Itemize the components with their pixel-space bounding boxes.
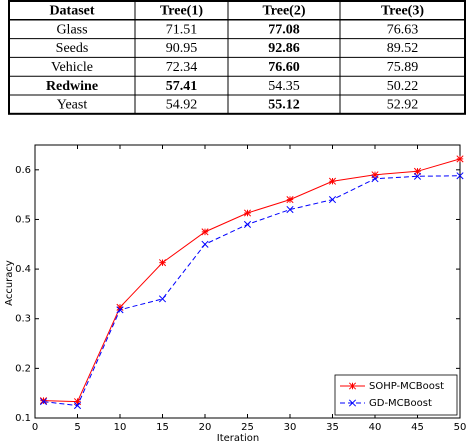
- data-point: [116, 306, 124, 314]
- table-cell: 90.95: [166, 41, 198, 56]
- data-point: [243, 220, 252, 228]
- data-point: [456, 155, 464, 163]
- table-cell: 76.63: [387, 22, 419, 37]
- marker-stroke: [286, 205, 294, 214]
- table-cell: Yeast: [57, 98, 88, 113]
- marker-stroke: [348, 399, 357, 407]
- data-point: [39, 398, 48, 406]
- x-tick-label: 15: [156, 422, 169, 433]
- table-border: [8, 0, 466, 115]
- marker-stroke: [73, 402, 82, 410]
- legend-label: SOHP-MCBoost: [369, 381, 444, 392]
- table-cell: Glass: [56, 22, 87, 37]
- table-cell: Redwine: [46, 79, 98, 94]
- x-tick-label: 35: [326, 422, 339, 433]
- marker-stroke: [39, 398, 48, 406]
- y-tick-label: 0.5: [15, 214, 31, 225]
- data-point: [73, 402, 82, 410]
- legend-box: [334, 374, 458, 416]
- data-point: [413, 172, 422, 180]
- plot-area: [34, 144, 461, 419]
- data-point: [39, 397, 48, 405]
- table-cell: Seeds: [56, 41, 89, 56]
- table-cell: 92.86: [268, 41, 300, 56]
- data-point: [286, 196, 294, 204]
- y-axis-label: Accuracy: [4, 260, 15, 306]
- x-tick-label: 45: [411, 422, 424, 433]
- data-point: [158, 295, 167, 303]
- x-tick-label: 25: [241, 422, 254, 433]
- table-cell: 54.92: [166, 98, 198, 113]
- y-tick-label: 0.6: [15, 165, 31, 176]
- data-point: [456, 172, 464, 180]
- data-point: [348, 382, 357, 390]
- table-cell: 50.22: [387, 79, 419, 94]
- data-point: [201, 240, 209, 248]
- y-tick-label: 0.4: [15, 264, 31, 275]
- x-tick-label: 50: [454, 422, 467, 433]
- table-cell: 54.35: [268, 79, 300, 94]
- data-point: [201, 228, 209, 236]
- table-cell: 52.92: [387, 98, 419, 113]
- table-cell: Vehicle: [51, 60, 93, 75]
- marker-stroke: [413, 172, 422, 180]
- table-header: Dataset: [49, 4, 94, 19]
- marker-stroke: [116, 306, 124, 314]
- marker-stroke: [201, 240, 209, 248]
- y-tick-label: 0.2: [15, 363, 31, 374]
- data-point: [243, 209, 252, 217]
- x-tick-label: 5: [74, 422, 80, 433]
- x-tick-label: 30: [284, 422, 297, 433]
- x-tick-label: 20: [199, 422, 212, 433]
- table-cell: 76.60: [268, 60, 300, 75]
- table-header: Tree(2): [262, 4, 305, 19]
- y-tick-label: 0.1: [15, 413, 31, 424]
- table-cell: 89.52: [387, 41, 419, 56]
- table-header: Tree(3): [381, 4, 424, 19]
- marker-stroke: [243, 220, 252, 228]
- y-tick-label: 0.3: [15, 314, 31, 325]
- table-cell: 55.12: [268, 98, 300, 113]
- data-point: [286, 205, 294, 214]
- marker-stroke: [328, 196, 337, 204]
- data-point: [328, 196, 337, 204]
- table-cell: 77.08: [268, 22, 300, 37]
- table-header: Tree(1): [160, 4, 203, 19]
- data-point: [328, 177, 337, 185]
- table-cell: 72.34: [166, 60, 198, 75]
- data-point: [348, 399, 357, 407]
- x-axis-label: Iteration: [217, 433, 259, 444]
- x-tick-label: 10: [114, 422, 127, 433]
- table-cell: 71.51: [166, 22, 198, 37]
- marker-stroke: [371, 175, 379, 183]
- data-point: [371, 175, 379, 183]
- legend-label: GD-MCBoost: [369, 398, 432, 409]
- table-cell: 75.89: [387, 60, 419, 75]
- marker-stroke: [158, 295, 167, 303]
- table-cell: 57.41: [166, 79, 198, 94]
- x-tick-label: 0: [32, 422, 38, 433]
- x-tick-label: 40: [369, 422, 382, 433]
- marker-stroke: [456, 172, 464, 180]
- data-point: [158, 259, 167, 267]
